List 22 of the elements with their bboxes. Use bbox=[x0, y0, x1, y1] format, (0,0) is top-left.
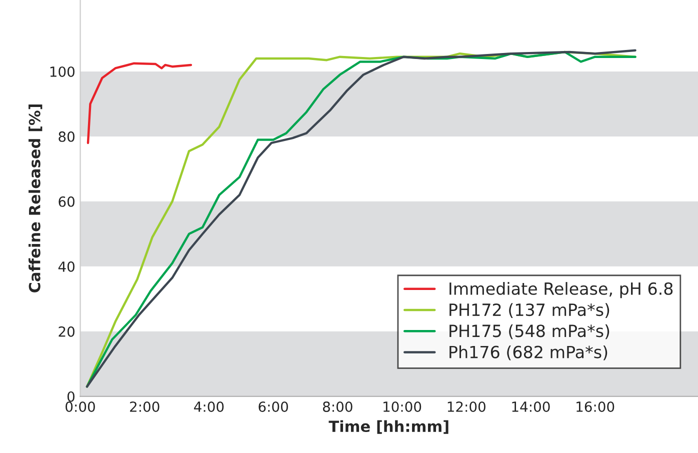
line-series bbox=[86, 62, 192, 144]
x-tick-label: 4:00 bbox=[194, 401, 224, 412]
y-axis-title: Caffeine Released [%] bbox=[28, 104, 42, 292]
legend-label: Ph176 (682 mPa*s) bbox=[450, 345, 608, 360]
x-tick-label: 14:00 bbox=[512, 401, 550, 412]
y-tick-label: 40 bbox=[58, 261, 74, 272]
x-tick-label: 8:00 bbox=[323, 401, 352, 412]
y-tick-label: 0 bbox=[67, 391, 74, 402]
y-tick-label: 20 bbox=[58, 326, 74, 337]
x-tick-label: 16:00 bbox=[576, 401, 614, 412]
y-tick-label: 80 bbox=[58, 131, 74, 142]
legend-label: Immediate Release, pH 6.8 bbox=[450, 282, 673, 298]
x-axis-title: Time [hh:mm] bbox=[328, 420, 448, 434]
legend-label: PH175 (548 mPa*s) bbox=[450, 324, 610, 340]
x-tick-label: 12:00 bbox=[448, 401, 486, 412]
x-tick-label: 0:00 bbox=[66, 401, 95, 412]
legend-label: PH172 (137 mPa*s) bbox=[450, 303, 610, 318]
x-tick-label: 10:00 bbox=[384, 401, 422, 412]
y-tick-label: 100 bbox=[50, 66, 74, 77]
x-tick-label: 6:00 bbox=[258, 401, 288, 412]
x-tick-label: 2:00 bbox=[130, 401, 160, 412]
y-tick-label: 60 bbox=[58, 196, 74, 207]
